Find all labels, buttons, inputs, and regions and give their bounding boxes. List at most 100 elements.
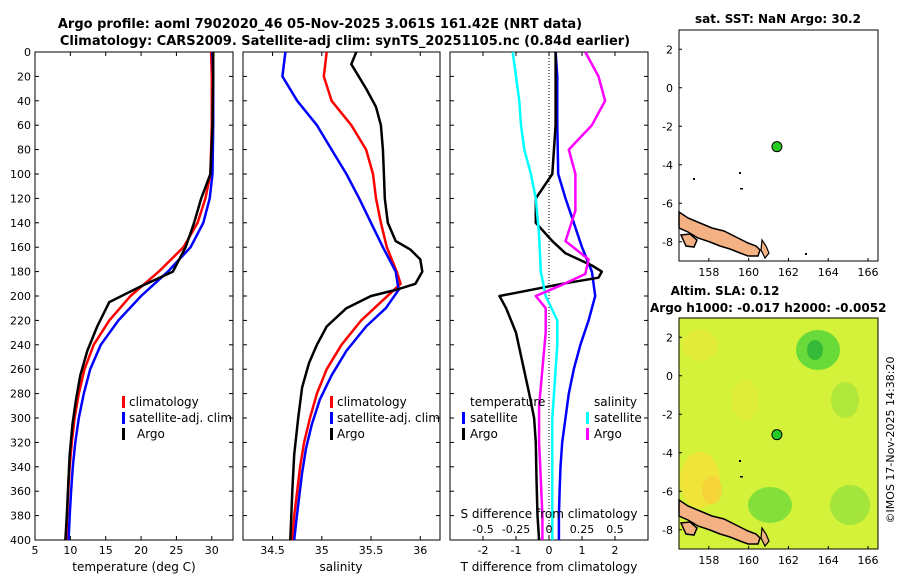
temperature-panel: 0 20 40 60 80 100 120 140 160 180 200 220 240 260 280 3…: [10, 46, 234, 574]
series-line-argo: [64, 52, 215, 541]
sla-map: Altim. SLA: 0.12 Argo h1000: -0.017 h200…: [650, 284, 886, 567]
depth-tick-label: 300: [10, 412, 31, 425]
sla-map-title-line1: Altim. SLA: 0.12: [671, 284, 780, 298]
legend-swatch-t-satellite: [462, 412, 465, 424]
coast-island-small: [679, 233, 698, 248]
coast-island-east: [760, 238, 770, 260]
sla-anomaly-green-se: [830, 485, 870, 525]
x-tick-label: 35: [315, 544, 329, 557]
legend-label-climatology: climatology: [337, 395, 407, 409]
x-tick-label: 34.5: [260, 544, 285, 557]
coast-islet-b: [740, 188, 743, 190]
map-y-tick-label: -2: [662, 120, 673, 133]
depth-tick-label: 240: [10, 339, 31, 352]
imos-timestamp-label: ©IMOS 17-Nov-2025 14:38:20: [884, 357, 897, 524]
depth-tick-label: 260: [10, 363, 31, 376]
sst-map-title: sat. SST: NaN Argo: 30.2: [695, 12, 861, 26]
x-tick-label: 1: [579, 544, 586, 557]
s-tick-label: 0: [546, 523, 553, 536]
map-x-tick-label: 166: [858, 554, 879, 567]
depth-tick-label: 0: [24, 46, 31, 59]
map-y-tick-label: -8: [662, 236, 673, 249]
depth-tick-label: 180: [10, 266, 31, 279]
legend-swatch-s-argo: [586, 428, 589, 440]
sla-float-marker: [771, 429, 783, 441]
coast-islet-a: [739, 172, 741, 174]
series-line-temperature-satellite: [554, 51, 597, 540]
s-tick-label: 0.5: [606, 523, 624, 536]
series-line-climatology: [291, 51, 402, 541]
x-tick-label: 30: [205, 544, 219, 557]
map-x-tick-label: 166: [858, 266, 879, 279]
sst-map: sat. SST: NaN Argo: 30.2 158 160 162 164 166…: [662, 12, 879, 279]
legend-label-argo: Argo: [137, 427, 165, 441]
legend-label-satellite: satellite-adj. clim: [129, 411, 232, 425]
map-y-tick-label: -2: [662, 408, 673, 421]
sla-coastline: [678, 460, 770, 548]
coast-islet-b: [740, 476, 743, 478]
map-y-tick-label: -6: [662, 485, 673, 498]
diff-top-xlabel: S difference from climatology: [461, 507, 638, 521]
main-title-line1: Argo profile: aoml 7902020_46 05-Nov-202…: [58, 17, 582, 32]
salinity-panel: 34.5 35 35.5 36 salinity climatology satell…: [242, 51, 441, 574]
salinity-axes-frame: [242, 51, 441, 541]
legend-label-climatology: climatology: [129, 395, 199, 409]
x-tick-label: 5: [32, 544, 39, 557]
map-y-tick-label: 0: [666, 370, 673, 383]
main-title-line2: Climatology: CARS2009. Satellite-adj cli…: [60, 34, 630, 49]
x-tick-label: 15: [99, 544, 113, 557]
depth-tick-label: 80: [17, 144, 31, 157]
depth-tick-label: 280: [10, 388, 31, 401]
legend-label-s-satellite: satellite: [594, 411, 642, 425]
legend-swatch-s-satellite: [586, 412, 589, 424]
depth-tick-label: 400: [10, 534, 31, 547]
temperature-xlabel: temperature (deg C): [72, 560, 195, 574]
series-line-argo: [289, 51, 424, 541]
depth-tick-label: 60: [17, 119, 31, 132]
depth-tick-label: 140: [10, 217, 31, 230]
sst-float-marker: [771, 141, 783, 153]
depth-tick-label: 360: [10, 485, 31, 498]
difference-panel: -2 -1 0 1 2 S difference from climatology -0…: [449, 51, 649, 574]
legend-swatch-argo: [122, 428, 125, 440]
x-tick-label: 20: [134, 544, 148, 557]
map-x-tick-label: 162: [778, 266, 799, 279]
legend-title-temperature: temperature: [470, 395, 545, 409]
x-tick-label: 2: [612, 544, 619, 557]
coast-islet-c: [693, 178, 695, 180]
s-tick-label: -0.25: [502, 523, 530, 536]
sst-coastline: [678, 172, 807, 260]
coast-islet-a: [739, 460, 741, 462]
sla-anomaly-yellow-sw: [702, 476, 722, 504]
x-tick-label: 10: [63, 544, 77, 557]
map-y-tick-label: 2: [666, 43, 673, 56]
salinity-xlabel: salinity: [319, 560, 362, 574]
legend-swatch-satellite: [330, 412, 333, 424]
diff-xlabel: T difference from climatology: [460, 560, 638, 574]
map-x-tick-label: 162: [778, 554, 799, 567]
series-line-salinity-satellite: [511, 51, 559, 540]
series-line-climatology: [64, 51, 214, 541]
x-tick-label: 25: [169, 544, 183, 557]
depth-tick-label: 200: [10, 290, 31, 303]
map-y-tick-label: -8: [662, 524, 673, 537]
sla-map-frame: [678, 317, 879, 550]
x-tick-label: -2: [478, 544, 489, 557]
map-y-tick-label: -6: [662, 197, 673, 210]
coast-island-east: [760, 526, 770, 548]
series-line-salinity-argo: [534, 51, 607, 540]
temperature-legend: climatology satellite-adj. clim Argo: [122, 395, 232, 441]
depth-tick-label: 40: [17, 95, 31, 108]
map-y-tick-label: -4: [662, 159, 673, 172]
legend-label-argo: Argo: [337, 427, 365, 441]
temperature-axes-frame: [34, 51, 234, 541]
series-line-satellite-adj-clim: [281, 51, 400, 541]
legend-label-satellite: satellite-adj. clim: [337, 411, 440, 425]
series-line-satellite-adj-clim: [67, 51, 215, 541]
depth-tick-label: 20: [17, 70, 31, 83]
sla-anomaly-green-s: [748, 487, 792, 523]
x-tick-label: 35.5: [359, 544, 384, 557]
map-x-tick-label: 164: [818, 266, 839, 279]
sla-anomaly-yellow-nw: [682, 329, 718, 361]
